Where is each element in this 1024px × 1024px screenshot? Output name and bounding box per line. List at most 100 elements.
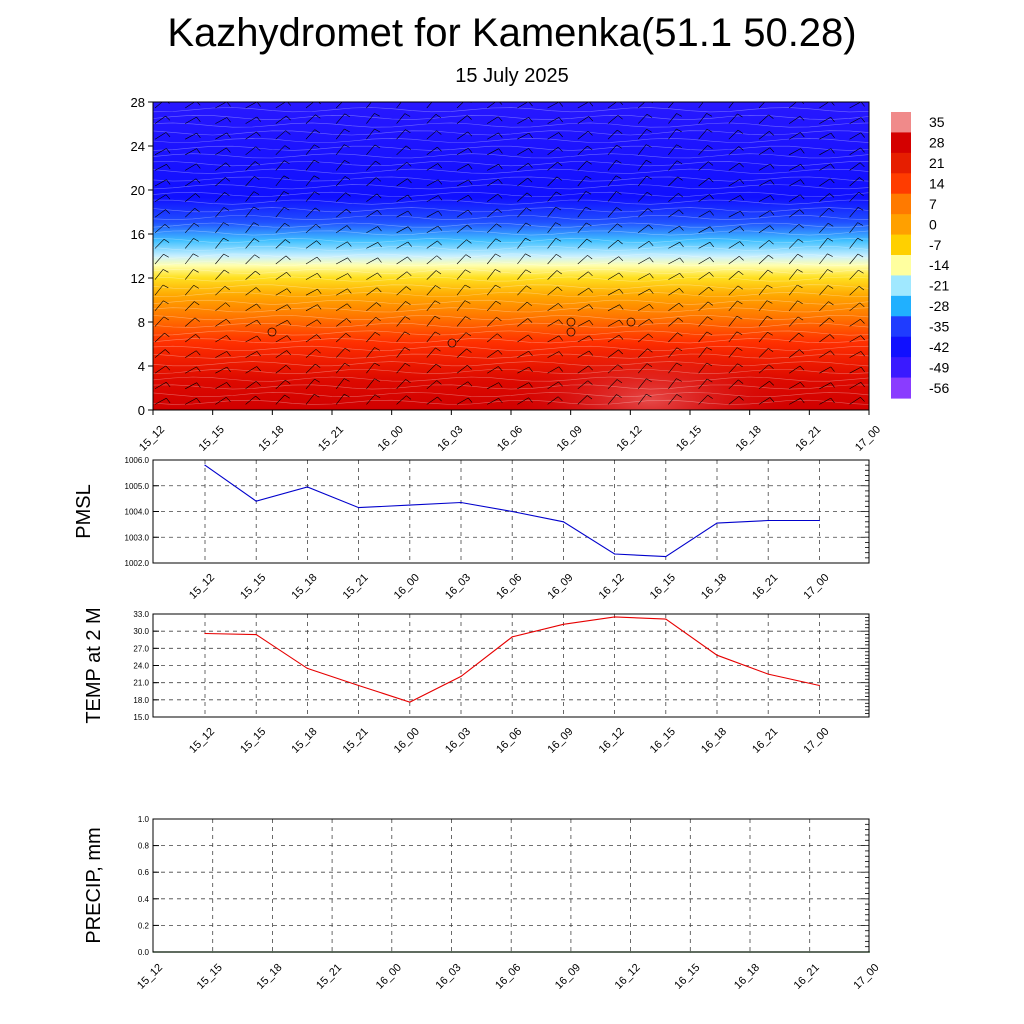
- wind-barb: [335, 378, 345, 389]
- wind-barb-flag: [468, 397, 473, 403]
- wind-barb-flag: [858, 269, 864, 274]
- wind-barb: [245, 270, 256, 280]
- wind-barb-flag: [374, 394, 381, 399]
- wind-barb: [154, 397, 167, 405]
- wind-barb: [758, 397, 771, 405]
- wind-barb-flag: [498, 382, 503, 388]
- contour-line: [153, 307, 869, 313]
- wind-barb: [366, 378, 375, 389]
- wind-barb: [547, 286, 558, 296]
- wind-barb-flag: [256, 303, 261, 309]
- wind-barb-flag: [256, 319, 261, 325]
- wind-barb-flag: [799, 115, 805, 121]
- x-tick-label: 16_09: [545, 726, 575, 756]
- x-tick-label: 15_21: [316, 424, 346, 454]
- wind-barb: [577, 271, 589, 280]
- wind-barb-flag: [253, 222, 260, 226]
- temp2m-point: [511, 636, 513, 638]
- wind-barb: [154, 179, 167, 187]
- wind-barb-flag: [314, 378, 320, 383]
- wind-barb-flag: [196, 116, 201, 122]
- contour-line: [153, 345, 869, 351]
- wind-barb-flag: [253, 206, 260, 211]
- wind-barb: [305, 273, 318, 280]
- wind-barb: [607, 272, 620, 280]
- colorbar-swatch: [891, 112, 911, 134]
- wind-barb-flag: [587, 145, 593, 151]
- wind-barb: [456, 269, 466, 280]
- wind-barb: [426, 210, 439, 218]
- wind-barb: [275, 207, 285, 218]
- wind-barb-flag: [347, 241, 352, 247]
- wind-barb-flag: [678, 193, 684, 198]
- y-tick-label: 0: [138, 403, 145, 418]
- wind-barb: [728, 300, 738, 311]
- colorbar-swatch: [891, 275, 911, 297]
- wind-barb-flag: [194, 317, 200, 322]
- wind-barb-flag: [678, 209, 684, 215]
- x-tick-label: 16_03: [434, 962, 464, 992]
- wind-barb-flag: [737, 285, 743, 290]
- wind-barb-flag: [679, 257, 684, 263]
- wind-barb: [517, 222, 527, 233]
- wind-barb-flag: [435, 98, 440, 101]
- wind-barb-flag: [256, 116, 261, 122]
- wind-barb: [396, 162, 407, 171]
- wind-barb-flag: [858, 192, 864, 196]
- wind-barb-flag: [830, 382, 835, 388]
- contour-line: [153, 137, 869, 143]
- wind-barb: [305, 175, 315, 187]
- wind-barb: [668, 225, 680, 234]
- y-axis-label: TEMP at 2 M: [83, 607, 105, 723]
- wind-barb: [215, 102, 227, 109]
- wind-barb-flag: [679, 288, 684, 293]
- wind-barb: [668, 362, 677, 374]
- wind-barb: [396, 301, 406, 312]
- wind-barb: [456, 300, 466, 311]
- wind-barb-flag: [769, 147, 775, 153]
- wind-barb-flag: [770, 179, 775, 185]
- wind-barb-flag: [768, 240, 774, 245]
- wind-barb-flag: [827, 269, 833, 273]
- wind-barb: [788, 269, 798, 280]
- x-tick-label: 15_12: [187, 726, 217, 756]
- wind-barb-flag: [375, 160, 381, 165]
- wind-barb-flag: [798, 238, 804, 243]
- wind-barb: [698, 129, 708, 140]
- precip-panel: 1.0 0.8 0.6 0.4 0.2 0.0 15_12 15_15 15_18 15_21 16…: [83, 815, 882, 992]
- wind-barb-flag: [616, 207, 622, 211]
- pmsl-point: [358, 507, 360, 509]
- x-tick-label: 16_15: [648, 726, 678, 756]
- wind-barb-flag: [525, 237, 531, 242]
- wind-barb: [547, 176, 558, 187]
- wind-barb: [396, 102, 402, 109]
- wind-barb: [698, 347, 707, 358]
- wind-barb: [547, 147, 559, 156]
- wind-barb: [758, 240, 770, 249]
- wind-barb-flag: [557, 161, 563, 167]
- wind-barb: [426, 316, 436, 327]
- wind-barb-flag: [767, 284, 773, 289]
- wind-barb: [698, 362, 707, 374]
- wind-barb-flag: [586, 222, 592, 227]
- colorbar-label: -56: [929, 380, 949, 396]
- wind-barb: [728, 179, 741, 187]
- wind-barb: [517, 366, 530, 374]
- wind-barb-flag: [860, 351, 865, 357]
- wind-barb-flag: [558, 351, 564, 357]
- y-tick-label: 4: [138, 359, 145, 374]
- wind-barb-flag: [497, 333, 502, 338]
- wind-barb-flag: [166, 148, 171, 154]
- wind-barb: [668, 347, 678, 358]
- wind-barb-flag: [196, 102, 201, 106]
- wind-barb: [607, 175, 617, 187]
- wind-barb-flag: [772, 102, 773, 103]
- wind-barb-flag: [860, 117, 866, 123]
- wind-barb: [698, 286, 709, 296]
- wind-barb: [396, 363, 406, 374]
- wind-barb: [245, 254, 255, 265]
- wind-barb: [336, 288, 348, 296]
- wind-barb-flag: [528, 117, 533, 123]
- wind-barb: [577, 145, 588, 156]
- wind-barb: [215, 147, 227, 156]
